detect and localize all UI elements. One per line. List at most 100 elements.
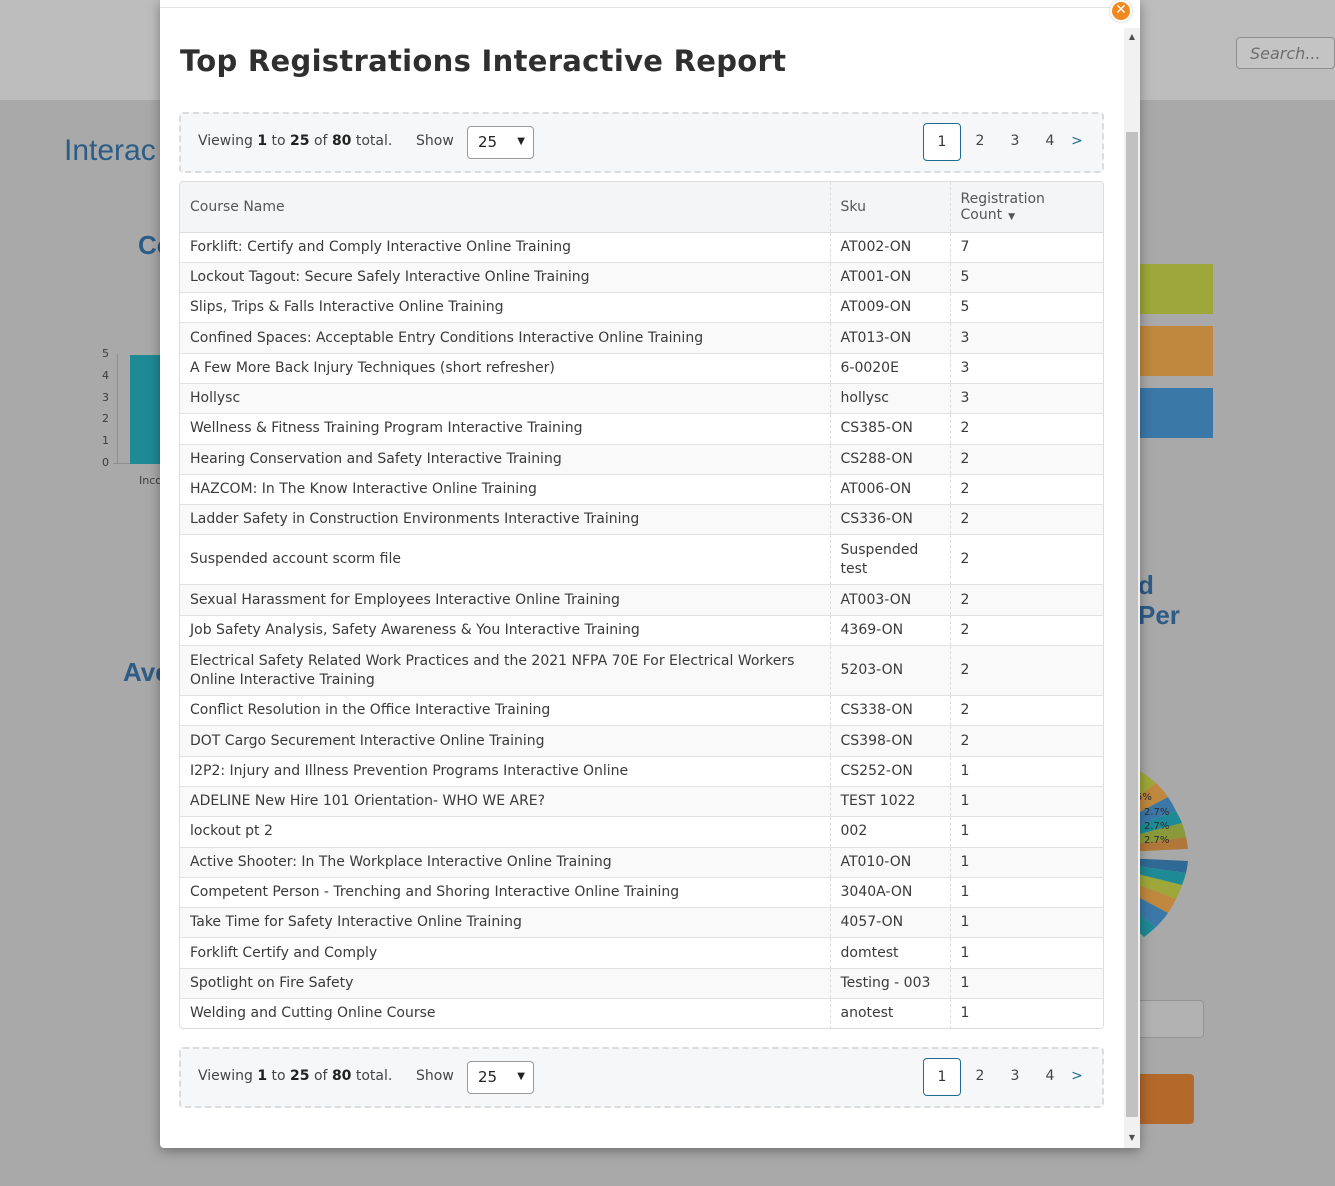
pie-slice-label: 2.7%: [1144, 835, 1170, 846]
page-button-3[interactable]: 3: [1010, 1068, 1020, 1084]
viewing-of-word: of: [313, 133, 328, 149]
cell-course-name: Active Shooter: In The Workplace Interac…: [180, 847, 830, 878]
page-button-2[interactable]: 2: [975, 133, 985, 149]
legend-block-orange: [1138, 326, 1213, 376]
page-button-1[interactable]: 1: [923, 123, 961, 161]
cell-course-name: Slips, Trips & Falls Interactive Online …: [180, 292, 830, 324]
table-row: Slips, Trips & Falls Interactive Online …: [180, 292, 1103, 324]
viewing-from: 1: [257, 1068, 268, 1084]
viewing-total: 80: [331, 133, 352, 149]
cell-course-name: ADELINE New Hire 101 Orientation- WHO WE…: [180, 786, 830, 818]
cell-sku: 002: [829, 816, 950, 848]
next-page-button[interactable]: >: [1071, 1068, 1083, 1084]
sort-desc-icon[interactable]: ▼: [1008, 211, 1015, 222]
cell-sku: CS288-ON: [829, 444, 950, 475]
pie-slice-label: 2.7%: [1144, 807, 1170, 818]
cell-registration-count: 1: [949, 968, 1103, 1000]
viewing-to: 25: [290, 1068, 310, 1084]
axis-tick: 2: [102, 412, 109, 425]
modal-scrollbar[interactable]: ▲ ▼: [1124, 28, 1140, 1148]
cell-sku: 6-0020E: [829, 353, 950, 384]
table-row: I2P2: Injury and Illness Prevention Prog…: [180, 756, 1103, 787]
table-row: ADELINE New Hire 101 Orientation- WHO WE…: [180, 786, 1103, 818]
cell-sku: 5203-ON: [829, 645, 950, 697]
cell-registration-count: 2: [949, 584, 1103, 616]
viewing-from: 1: [257, 133, 268, 149]
cell-course-name: Electrical Safety Related Work Practices…: [180, 645, 830, 697]
axis-tick: 3: [102, 391, 109, 404]
scrollbar-thumb[interactable]: [1126, 132, 1138, 1117]
cell-registration-count: 7: [949, 232, 1103, 263]
cell-course-name: I2P2: Injury and Illness Prevention Prog…: [180, 756, 830, 787]
axis-tick: 4: [102, 369, 109, 382]
table-row: DOT Cargo Securement Interactive Online …: [180, 725, 1103, 757]
cell-sku: TEST 1022: [829, 786, 950, 818]
cell-sku: AT002-ON: [829, 232, 950, 263]
cell-registration-count: 1: [949, 877, 1103, 909]
page-size-select[interactable]: 25 ▼: [467, 126, 534, 159]
chevron-down-icon: ▼: [517, 1071, 525, 1082]
column-header-sku[interactable]: Sku: [829, 182, 950, 233]
background-action-button[interactable]: [1138, 1074, 1194, 1124]
cell-registration-count: 3: [949, 353, 1103, 384]
cell-sku: AT010-ON: [829, 847, 950, 878]
page-button-1[interactable]: 1: [923, 1058, 961, 1096]
cell-registration-count: 1: [949, 786, 1103, 818]
cell-sku: hollysc: [829, 383, 950, 415]
table-row: Forklift: Certify and Comply Interactive…: [180, 232, 1103, 263]
cell-sku: domtest: [829, 937, 950, 969]
search-input[interactable]: Search...: [1236, 37, 1335, 69]
page-button-4[interactable]: 4: [1045, 133, 1055, 149]
page-button-2[interactable]: 2: [975, 1068, 985, 1084]
cell-course-name: DOT Cargo Securement Interactive Online …: [180, 725, 830, 757]
cell-course-name: Hearing Conservation and Safety Interact…: [180, 444, 830, 475]
page-size-select[interactable]: 25 ▼: [467, 1061, 534, 1094]
cell-course-name: Forklift: Certify and Comply Interactive…: [180, 232, 830, 263]
axis-tick: 1: [102, 434, 109, 447]
table-row: lockout pt 2 002 1: [180, 816, 1103, 848]
show-label: Show: [416, 133, 454, 149]
cell-course-name: Forklift Certify and Comply: [180, 937, 830, 969]
table-row: Wellness & Fitness Training Program Inte…: [180, 413, 1103, 445]
report-table-container: Course Name Sku Registration Count ▼ Fork…: [179, 181, 1104, 1029]
close-icon[interactable]: ✕: [1110, 0, 1132, 22]
cell-registration-count: 2: [949, 695, 1103, 727]
cell-course-name: Spotlight on Fire Safety: [180, 968, 830, 1000]
column-header-label: Course Name: [190, 198, 285, 215]
column-header-course-name[interactable]: Course Name: [180, 182, 830, 233]
cell-registration-count: 3: [949, 322, 1103, 354]
table-row: Sexual Harassment for Employees Interact…: [180, 584, 1103, 616]
axis-label: Inco: [139, 474, 162, 487]
viewing-total-word: total.: [355, 1068, 393, 1084]
cell-registration-count: 2: [949, 504, 1103, 536]
cell-course-name: Welding and Cutting Online Course: [190, 1005, 436, 1022]
scroll-down-arrow-icon[interactable]: ▼: [1128, 1133, 1136, 1142]
pager-top: Viewing 1 to 25 of 80 total. Show 25 ▼ 1…: [179, 112, 1104, 173]
next-page-button[interactable]: >: [1071, 133, 1083, 149]
table-row: Competent Person - Trenching and Shoring…: [180, 877, 1103, 909]
viewing-prefix: Viewing: [198, 1068, 253, 1084]
axis-tick: 0: [102, 456, 109, 469]
page-button-3[interactable]: 3: [1010, 133, 1020, 149]
cell-course-name: Suspended account scorm file: [180, 534, 830, 586]
pie-slice-label: 2.7%: [1144, 821, 1170, 832]
column-header-label: Count: [960, 206, 1003, 223]
viewing-to-word: to: [271, 133, 286, 149]
cell-registration-count: 1: [949, 907, 1103, 939]
chart-bar: [130, 355, 160, 464]
table-row: A Few More Back Injury Techniques (short…: [180, 353, 1103, 384]
table-row: Job Safety Analysis, Safety Awareness & …: [180, 615, 1103, 647]
cell-sku: CS398-ON: [829, 725, 950, 757]
table-row: Hollysc hollysc 3: [180, 383, 1103, 415]
cell-sku: AT009-ON: [829, 292, 950, 324]
cell-course-name: lockout pt 2: [180, 816, 830, 848]
y-axis-line: [117, 354, 118, 463]
scroll-up-arrow-icon[interactable]: ▲: [1128, 32, 1136, 41]
page-button-4[interactable]: 4: [1045, 1068, 1055, 1084]
background-input[interactable]: [1138, 1000, 1204, 1038]
cell-registration-count: 2: [949, 474, 1103, 506]
cell-registration-count: 2: [949, 725, 1103, 757]
cell-course-name: Sexual Harassment for Employees Interact…: [180, 584, 830, 616]
column-header-registration-count[interactable]: Registration Count ▼: [949, 182, 1103, 233]
viewing-total-word: total.: [355, 133, 393, 149]
